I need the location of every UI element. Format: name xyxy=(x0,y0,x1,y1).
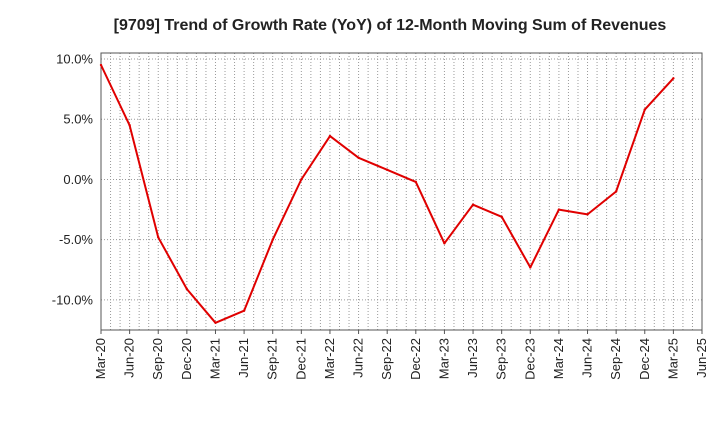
y-tick-label: 10.0% xyxy=(56,52,93,67)
data-point xyxy=(357,156,360,159)
x-tick-label: Mar-22 xyxy=(322,338,337,379)
x-tick-label: Mar-24 xyxy=(551,338,566,379)
y-tick-label: 0.0% xyxy=(63,172,93,187)
x-tick-label: Jun-25 xyxy=(694,338,709,378)
y-tick-label: -10.0% xyxy=(52,292,94,307)
data-point xyxy=(99,63,103,67)
data-point xyxy=(185,287,189,291)
data-point xyxy=(614,190,618,193)
data-point xyxy=(557,208,561,211)
data-point xyxy=(242,309,246,312)
x-tick-label: Sep-21 xyxy=(265,338,280,380)
data-point xyxy=(214,321,217,324)
data-point xyxy=(672,77,675,80)
x-tick-label: Jun-20 xyxy=(122,338,137,378)
chart-title: [9709] Trend of Growth Rate (YoY) of 12-… xyxy=(114,17,667,34)
plot-frame xyxy=(100,52,703,331)
data-point xyxy=(271,238,274,241)
data-point xyxy=(586,213,589,216)
tick-label-layer: 10.0% 5.0% 0.0% -5.0% -10.0% Mar-20 Jun-20 Sep-… xyxy=(52,52,709,380)
x-tick-label: Dec-24 xyxy=(637,338,652,380)
x-tick-label: Sep-23 xyxy=(494,338,509,380)
data-point xyxy=(471,203,475,206)
data-point xyxy=(529,266,532,269)
x-tick-label: Sep-22 xyxy=(379,338,394,380)
data-point xyxy=(128,124,131,127)
x-tick-label: Mar-25 xyxy=(665,338,680,379)
x-tick-label: Sep-20 xyxy=(150,338,165,380)
x-tick-label: Mar-21 xyxy=(207,338,222,379)
data-point xyxy=(643,108,646,111)
data-point xyxy=(157,236,160,239)
data-point xyxy=(300,178,303,181)
x-tick-label: Sep-24 xyxy=(608,338,623,380)
data-point xyxy=(414,180,418,184)
x-tick-label: Mar-20 xyxy=(93,338,108,379)
x-tick-label: Jun-22 xyxy=(351,338,366,378)
series-layer xyxy=(99,63,675,324)
x-tick-label: Dec-23 xyxy=(522,338,537,380)
y-tick-label: 5.0% xyxy=(63,112,93,127)
y-tick-label: -5.0% xyxy=(59,232,93,247)
x-tick-label: Jun-21 xyxy=(236,338,251,378)
grid-layer xyxy=(101,53,702,330)
x-tick-label: Mar-23 xyxy=(436,338,451,379)
x-tick-label: Dec-21 xyxy=(293,338,308,380)
axis-layer xyxy=(100,52,703,334)
x-tick-label: Dec-22 xyxy=(408,338,423,380)
data-point xyxy=(328,134,332,138)
data-point xyxy=(500,215,503,218)
x-tick-label: Jun-24 xyxy=(580,338,595,378)
data-point xyxy=(385,168,389,172)
x-tick-label: Dec-20 xyxy=(179,338,194,380)
data-point xyxy=(443,242,446,245)
x-tick-label: Jun-23 xyxy=(465,338,480,378)
